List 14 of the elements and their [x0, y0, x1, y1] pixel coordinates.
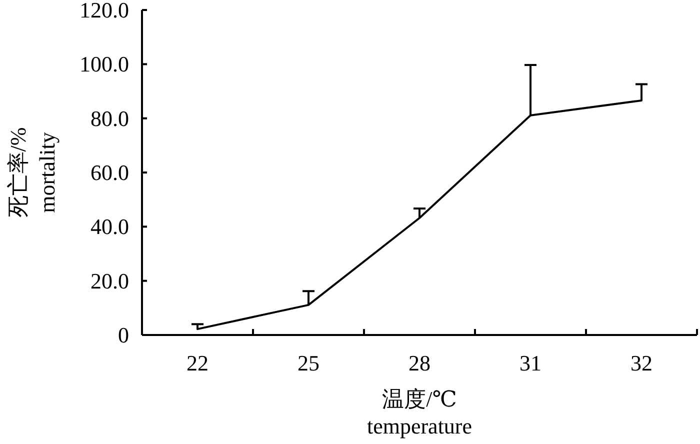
- x-tick-label: 32: [630, 350, 652, 376]
- x-tick-label: 28: [408, 350, 430, 376]
- x-tick-label: 25: [298, 350, 320, 376]
- y-tick-label: 80.0: [90, 106, 129, 131]
- y-tick-label: 120.0: [80, 0, 129, 22]
- x-tick-label: 22: [186, 350, 208, 376]
- y-tick-label: 0: [118, 322, 129, 348]
- y-axis-title: 死亡率/% mortality: [6, 127, 60, 218]
- y-tick-label: 60.0: [90, 160, 129, 185]
- y-tick-label: 40.0: [90, 214, 129, 240]
- y-tick-label: 20.0: [90, 268, 129, 294]
- x-axis-title: 温度/℃ temperature: [366, 386, 472, 438]
- x-tick-label: 31: [520, 350, 542, 376]
- y-tick-label: 100.0: [80, 52, 129, 77]
